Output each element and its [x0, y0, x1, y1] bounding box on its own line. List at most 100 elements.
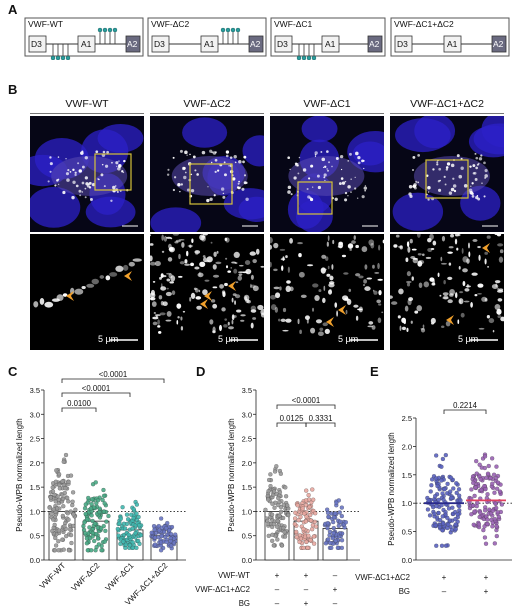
granule [347, 160, 350, 162]
condition-value: + [484, 587, 489, 596]
granule [484, 169, 488, 173]
data-point [53, 479, 59, 484]
granule [57, 156, 60, 158]
arrowhead-marker [326, 317, 334, 327]
granule [471, 272, 478, 276]
granule [346, 298, 352, 305]
granule [213, 251, 217, 257]
data-point [87, 525, 92, 530]
data-point [492, 516, 497, 522]
granule [275, 292, 281, 299]
granule [214, 151, 217, 154]
data-point [268, 484, 273, 489]
data-point [134, 502, 139, 507]
granule [357, 156, 361, 160]
arrowhead-marker [200, 299, 208, 309]
data-point [434, 543, 439, 548]
granule [453, 189, 457, 193]
granule [270, 261, 272, 268]
data-point [471, 480, 476, 485]
granule [455, 292, 458, 299]
condition-value: – [275, 585, 280, 594]
data-point [485, 517, 490, 522]
granule [377, 317, 382, 324]
granule [484, 177, 487, 179]
data-point [56, 548, 61, 553]
domain-a2 [125, 35, 141, 53]
granule [222, 291, 226, 298]
significance-bracket [276, 404, 336, 409]
domain-d3 [28, 35, 47, 53]
granule [350, 191, 352, 193]
granule [351, 240, 356, 244]
granule [472, 239, 478, 242]
data-point [52, 548, 58, 553]
granule [382, 239, 384, 244]
granule [219, 284, 224, 289]
significance-bracket [276, 422, 307, 427]
arrowhead-marker [66, 291, 74, 301]
granule [447, 251, 453, 254]
data-point [326, 514, 331, 519]
data-point [130, 526, 135, 531]
data-point [304, 514, 309, 519]
x-tick-label: VWF-WT [38, 561, 68, 591]
granule [214, 170, 217, 174]
nucleus [287, 190, 324, 229]
granule [260, 265, 264, 268]
granule [355, 315, 359, 321]
granule [401, 326, 406, 330]
zoom-box [297, 181, 333, 215]
granule [199, 271, 201, 276]
x-tick-label: VWF-ΔC2 [70, 561, 102, 593]
data-point [68, 532, 74, 538]
data-point [71, 512, 76, 517]
granule [84, 196, 87, 199]
granule [314, 151, 318, 155]
granule [362, 283, 366, 287]
granule [445, 166, 449, 169]
granule [422, 253, 425, 256]
granule [448, 191, 453, 195]
data-point [62, 490, 67, 496]
granule [233, 155, 237, 159]
granule [250, 274, 254, 280]
granule [458, 174, 463, 179]
data-point [271, 543, 276, 548]
granule [84, 156, 88, 160]
granule [242, 160, 245, 164]
panel-label-e: E [370, 364, 379, 379]
condition-label: BG [399, 587, 410, 596]
granule [86, 283, 95, 288]
data-point [121, 539, 126, 544]
domain-d3 [394, 35, 413, 53]
y-tick-label: 1.5 [402, 471, 412, 480]
granule [426, 174, 429, 177]
granule [278, 318, 281, 322]
data-point [329, 545, 334, 550]
arrowhead-marker [482, 243, 490, 253]
granule [168, 273, 173, 279]
granule [69, 171, 72, 173]
granule [481, 182, 483, 184]
domain-d3 [151, 35, 170, 53]
granule [496, 311, 501, 314]
granule [437, 272, 440, 278]
data-point [277, 490, 283, 495]
data-point [436, 497, 441, 503]
data-point [482, 508, 488, 513]
data-point [490, 456, 495, 461]
data-point [115, 526, 120, 532]
scale-bar-label: 5 µm [458, 334, 479, 344]
data-point [495, 510, 500, 515]
data-point [445, 481, 450, 487]
granule [377, 262, 380, 270]
granule [404, 305, 409, 312]
granule [170, 237, 173, 240]
p-value-label: <0.0001 [292, 396, 320, 405]
data-point [426, 498, 431, 503]
p-value-label: 0.3331 [309, 414, 333, 423]
granule [403, 320, 406, 325]
granule [484, 298, 488, 302]
nucleus [392, 192, 444, 231]
